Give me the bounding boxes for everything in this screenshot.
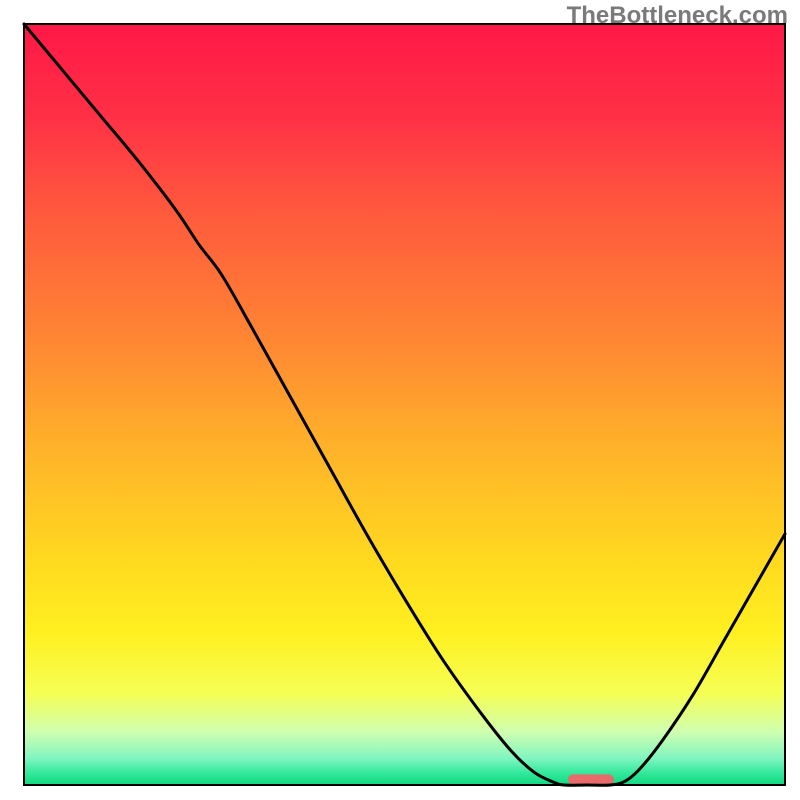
chart-root: TheBottleneck.com (0, 0, 800, 800)
plot-background (24, 24, 785, 785)
bottleneck-chart (0, 0, 800, 800)
baseline-marker (568, 774, 614, 785)
